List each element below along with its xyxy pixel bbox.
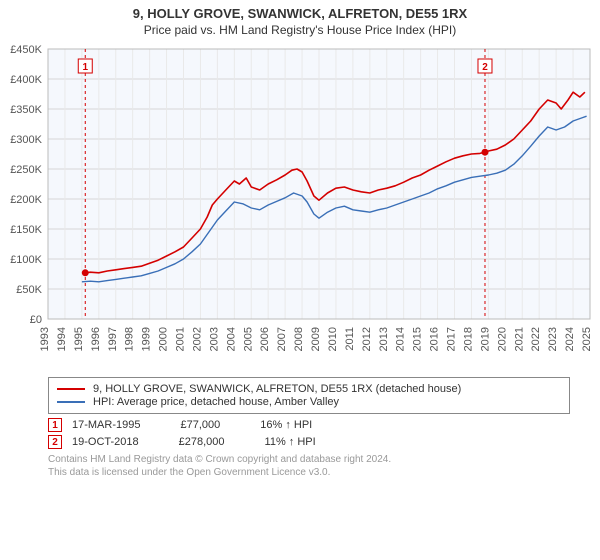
svg-text:1996: 1996 <box>90 327 102 351</box>
svg-text:£0: £0 <box>30 314 42 326</box>
marker-price: £278,000 <box>179 436 265 448</box>
svg-text:2001: 2001 <box>175 327 187 351</box>
legend-row: HPI: Average price, detached house, Ambe… <box>57 396 561 408</box>
legend-label: 9, HOLLY GROVE, SWANWICK, ALFRETON, DE55… <box>93 383 461 395</box>
footer-attribution: Contains HM Land Registry data © Crown c… <box>48 453 570 479</box>
legend-swatch <box>57 401 85 403</box>
legend-row: 9, HOLLY GROVE, SWANWICK, ALFRETON, DE55… <box>57 383 561 395</box>
marker-id-box: 2 <box>48 435 62 449</box>
marker-delta: 11% ↑ HPI <box>265 436 356 448</box>
svg-text:1997: 1997 <box>107 327 119 351</box>
legend: 9, HOLLY GROVE, SWANWICK, ALFRETON, DE55… <box>48 377 570 414</box>
svg-text:2009: 2009 <box>310 327 322 351</box>
chart-title: 9, HOLLY GROVE, SWANWICK, ALFRETON, DE55… <box>0 6 600 21</box>
svg-text:2006: 2006 <box>259 327 271 351</box>
marker-date: 19-OCT-2018 <box>72 436 179 448</box>
chart-subtitle: Price paid vs. HM Land Registry's House … <box>0 23 600 37</box>
footer-line-1: Contains HM Land Registry data © Crown c… <box>48 453 570 466</box>
svg-text:£150K: £150K <box>10 224 42 236</box>
svg-text:£100K: £100K <box>10 254 42 266</box>
footer-line-2: This data is licensed under the Open Gov… <box>48 466 570 479</box>
svg-text:2004: 2004 <box>225 327 237 351</box>
chart-container: 9, HOLLY GROVE, SWANWICK, ALFRETON, DE55… <box>0 0 600 479</box>
svg-text:2011: 2011 <box>344 327 356 351</box>
svg-text:2024: 2024 <box>564 327 576 351</box>
svg-text:2017: 2017 <box>446 327 458 351</box>
marker-date: 17-MAR-1995 <box>72 419 180 431</box>
svg-text:2021: 2021 <box>513 327 525 351</box>
svg-text:2010: 2010 <box>327 327 339 351</box>
svg-text:2019: 2019 <box>479 327 491 351</box>
svg-text:£350K: £350K <box>10 104 42 116</box>
svg-text:2012: 2012 <box>361 327 373 351</box>
marker-delta: 16% ↑ HPI <box>260 419 352 431</box>
svg-text:£450K: £450K <box>10 44 42 56</box>
svg-text:1999: 1999 <box>141 327 153 351</box>
svg-text:£250K: £250K <box>10 164 42 176</box>
svg-text:£200K: £200K <box>10 194 42 206</box>
svg-text:£50K: £50K <box>16 284 42 296</box>
svg-text:1994: 1994 <box>56 327 68 351</box>
svg-text:2000: 2000 <box>158 327 170 351</box>
svg-text:2008: 2008 <box>293 327 305 351</box>
title-block: 9, HOLLY GROVE, SWANWICK, ALFRETON, DE55… <box>0 0 600 41</box>
svg-text:2025: 2025 <box>581 327 593 351</box>
svg-text:£400K: £400K <box>10 74 42 86</box>
marker-table: 1 17-MAR-1995£77,00016% ↑ HPI 2 19-OCT-2018… <box>48 418 570 449</box>
legend-swatch <box>57 388 85 390</box>
svg-text:2003: 2003 <box>208 327 220 351</box>
svg-text:2013: 2013 <box>378 327 390 351</box>
svg-text:2016: 2016 <box>429 327 441 351</box>
marker-id-box: 1 <box>48 418 62 432</box>
svg-text:1998: 1998 <box>124 327 136 351</box>
chart-area: £0 £50K £100K £150K £200K £250K £300K £350K £400… <box>0 41 600 371</box>
svg-text:2015: 2015 <box>412 327 424 351</box>
svg-text:2005: 2005 <box>242 327 254 351</box>
svg-text:1993: 1993 <box>39 327 51 351</box>
marker-row: 2 19-OCT-2018£278,00011% ↑ HPI <box>48 435 570 449</box>
svg-text:2007: 2007 <box>276 327 288 351</box>
marker-row: 1 17-MAR-1995£77,00016% ↑ HPI <box>48 418 570 432</box>
svg-text:2: 2 <box>482 62 488 73</box>
marker-price: £77,000 <box>180 419 260 431</box>
chart-svg: £0 £50K £100K £150K £200K £250K £300K £350K £400… <box>0 41 600 371</box>
svg-text:£300K: £300K <box>10 134 42 146</box>
svg-text:2018: 2018 <box>462 327 474 351</box>
svg-text:1: 1 <box>82 62 88 73</box>
svg-text:1995: 1995 <box>73 327 85 351</box>
svg-text:2022: 2022 <box>530 327 542 351</box>
svg-text:2014: 2014 <box>395 327 407 351</box>
svg-text:2020: 2020 <box>496 327 508 351</box>
svg-text:2002: 2002 <box>191 327 203 351</box>
svg-text:2023: 2023 <box>547 327 559 351</box>
legend-label: HPI: Average price, detached house, Ambe… <box>93 396 339 408</box>
